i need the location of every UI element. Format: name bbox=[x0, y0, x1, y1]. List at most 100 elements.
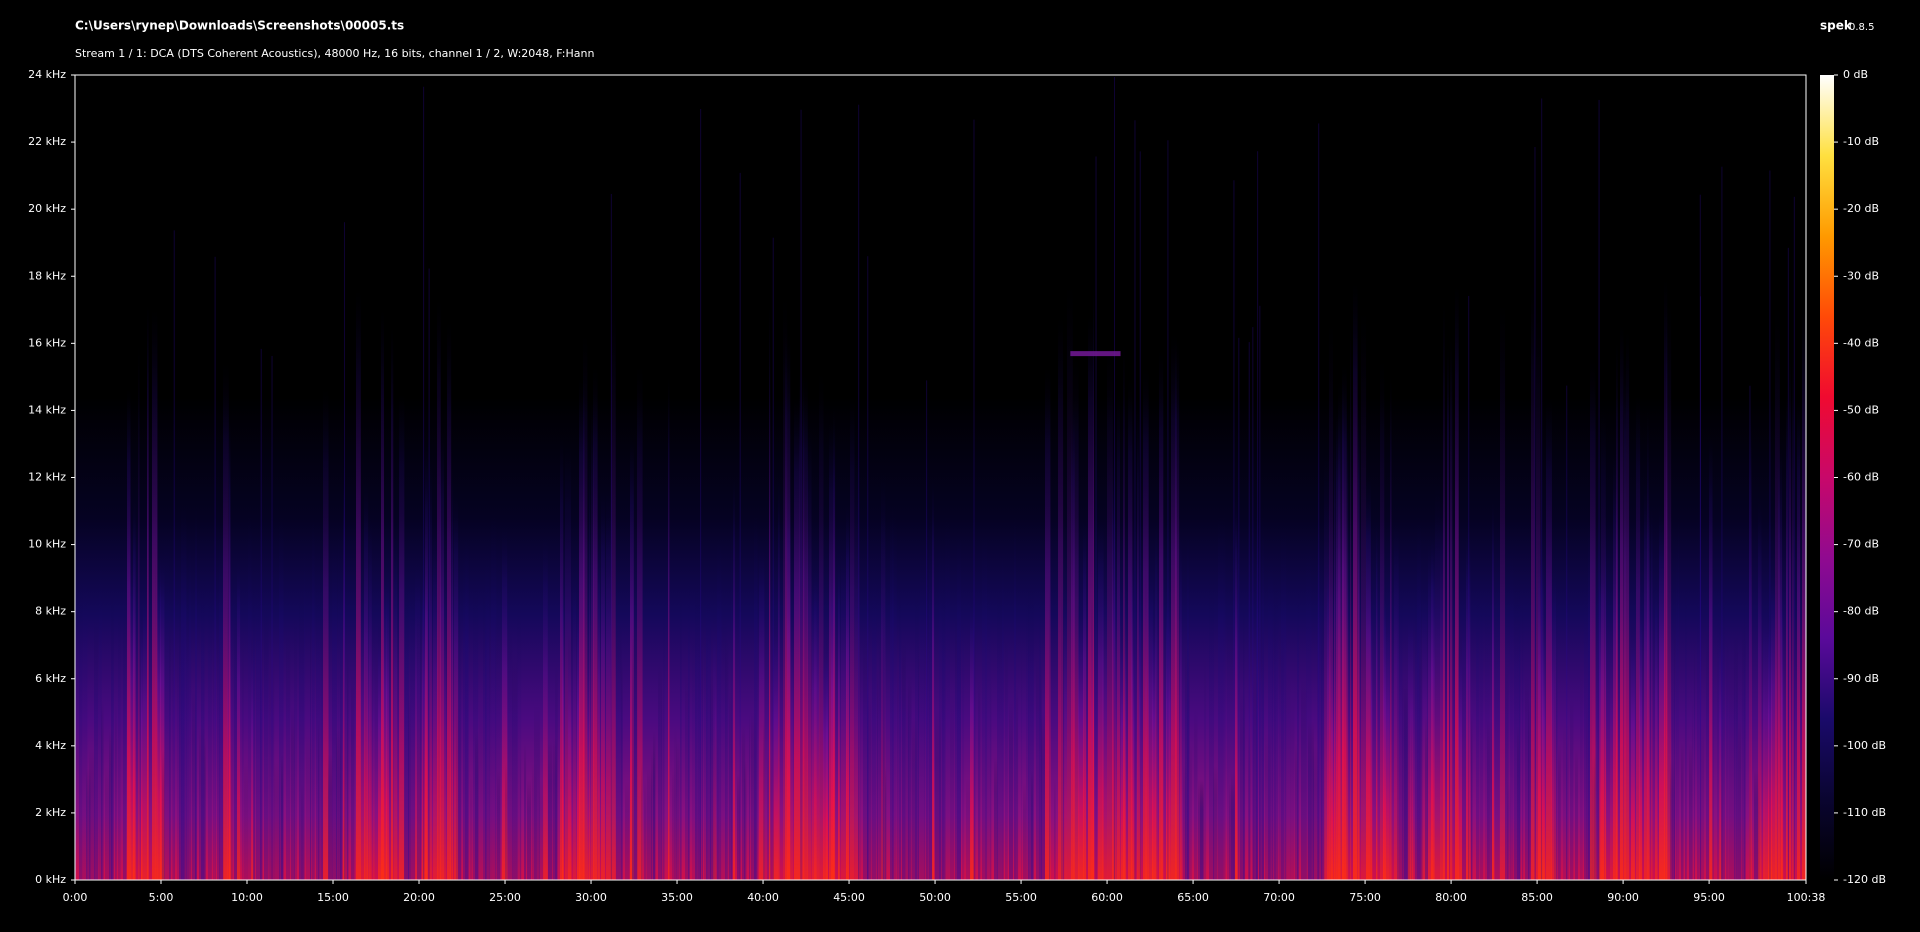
spectrogram-column bbox=[548, 739, 553, 880]
spectrogram-column bbox=[722, 608, 727, 880]
x-tick-label: 20:00 bbox=[403, 891, 435, 904]
spectrogram-column bbox=[1093, 283, 1095, 880]
spectrogram-column bbox=[1655, 574, 1658, 880]
spectrogram-column bbox=[1265, 732, 1271, 880]
spectrogram-column bbox=[101, 700, 104, 880]
spectrogram-column bbox=[749, 714, 751, 880]
spectrogram-column bbox=[1073, 357, 1079, 880]
spectrogram-column bbox=[841, 540, 847, 880]
spectrogram-column bbox=[351, 674, 355, 880]
spectrogram-column bbox=[897, 667, 899, 880]
spectrogram-column bbox=[769, 306, 771, 880]
colorbar-tick-label: -20 dB bbox=[1843, 202, 1879, 215]
spectrogram-column bbox=[1538, 539, 1544, 880]
spectrogram-column bbox=[1443, 301, 1445, 880]
spectrogram-column bbox=[787, 476, 791, 880]
spectrogram-column bbox=[1758, 496, 1762, 880]
spectrogram-column bbox=[1510, 537, 1514, 880]
spectrogram-column bbox=[141, 610, 143, 880]
spectrogram-column bbox=[433, 530, 438, 880]
spectrogram-column bbox=[495, 608, 501, 880]
spectrogram-column bbox=[577, 591, 581, 880]
spectrogram-column bbox=[867, 692, 872, 880]
spectrogram-column bbox=[630, 438, 634, 880]
spectrogram-column bbox=[858, 645, 861, 880]
spectrogram-column bbox=[1726, 638, 1729, 880]
spectrogram-column bbox=[583, 333, 588, 880]
spectrogram-column bbox=[1107, 344, 1113, 880]
spectrogram-column bbox=[1061, 559, 1065, 880]
spectrogram-column bbox=[1049, 571, 1051, 880]
spectrogram-column bbox=[692, 631, 698, 880]
spectrogram-column bbox=[213, 630, 215, 880]
spectrogram-column bbox=[1045, 367, 1051, 880]
spectrogram-column bbox=[505, 762, 508, 880]
spectrogram-column bbox=[1123, 342, 1125, 880]
spectrogram-column bbox=[274, 761, 280, 880]
spectrogram-column bbox=[1765, 599, 1770, 880]
y-tick-label: 16 kHz bbox=[28, 336, 66, 349]
spectrogram-column bbox=[1133, 626, 1135, 880]
spectrogram-column bbox=[89, 748, 95, 880]
spectrogram-column bbox=[1334, 429, 1336, 880]
spectrogram-column bbox=[632, 629, 638, 880]
spectrogram-column bbox=[685, 674, 690, 880]
spectrogram-column bbox=[1190, 743, 1192, 880]
spectrogram-column bbox=[242, 640, 244, 880]
spectrogram-streak bbox=[1257, 151, 1259, 880]
spectrogram-column bbox=[391, 327, 394, 880]
spectrogram-column bbox=[587, 638, 591, 880]
spectrogram-column bbox=[450, 494, 453, 880]
spectrogram-column bbox=[1306, 531, 1312, 880]
spectrogram-column bbox=[386, 575, 388, 880]
spectrogram-column bbox=[1371, 586, 1373, 880]
spectrogram-column bbox=[1492, 501, 1494, 880]
y-tick-label: 20 kHz bbox=[28, 202, 66, 215]
spectrogram-column bbox=[939, 534, 945, 880]
spectrogram-column bbox=[725, 638, 729, 880]
spectrogram-column bbox=[1542, 610, 1546, 880]
spectrogram-column bbox=[1380, 358, 1385, 880]
spectrogram-column bbox=[698, 632, 703, 880]
colorbar-tick-label: -60 dB bbox=[1843, 471, 1879, 484]
spectrogram-column bbox=[404, 569, 410, 880]
spectrogram-column bbox=[1180, 531, 1182, 880]
spectrogram-column bbox=[1455, 285, 1459, 880]
spectrogram-column bbox=[1183, 760, 1187, 880]
spectrogram-column bbox=[181, 503, 187, 880]
spectrogram-column bbox=[123, 604, 127, 880]
spectrogram-column bbox=[994, 756, 998, 880]
spectrogram-column bbox=[489, 623, 492, 880]
colorbar-tick-label: -110 dB bbox=[1843, 806, 1886, 819]
spectrogram-column bbox=[591, 401, 594, 880]
spectrogram-column bbox=[1014, 514, 1017, 880]
spectrogram-column bbox=[1353, 283, 1358, 880]
spectrogram-streak bbox=[800, 109, 802, 880]
spectrogram-column bbox=[1383, 585, 1387, 880]
spectrogram-column bbox=[1802, 301, 1806, 880]
spectrogram-column bbox=[997, 588, 1002, 880]
spectrogram-column bbox=[807, 424, 812, 880]
spectrogram-column bbox=[483, 588, 487, 880]
spectrogram-column bbox=[1223, 509, 1226, 880]
spectrogram-column bbox=[1155, 520, 1158, 880]
spectrogram-column bbox=[1404, 686, 1410, 880]
spectrogram-column bbox=[647, 768, 653, 880]
spectrogram-column bbox=[929, 509, 933, 880]
spectrogram-column bbox=[157, 554, 162, 880]
spectrogram-column bbox=[717, 533, 722, 880]
spectrogram-column bbox=[367, 594, 371, 880]
spectrogram-column bbox=[1227, 607, 1233, 880]
colorbar-tick-label: -100 dB bbox=[1843, 739, 1886, 752]
spectrogram-column bbox=[957, 528, 961, 880]
spectrogram-column bbox=[1616, 340, 1618, 880]
spectrogram-column bbox=[601, 491, 605, 880]
spectrogram-column bbox=[1067, 283, 1073, 880]
spectrogram-column bbox=[1786, 391, 1788, 880]
spectrogram-column bbox=[458, 612, 462, 880]
spectrogram-column bbox=[1676, 527, 1678, 880]
spectrogram-column bbox=[674, 726, 677, 880]
spectrogram-column bbox=[172, 624, 175, 880]
